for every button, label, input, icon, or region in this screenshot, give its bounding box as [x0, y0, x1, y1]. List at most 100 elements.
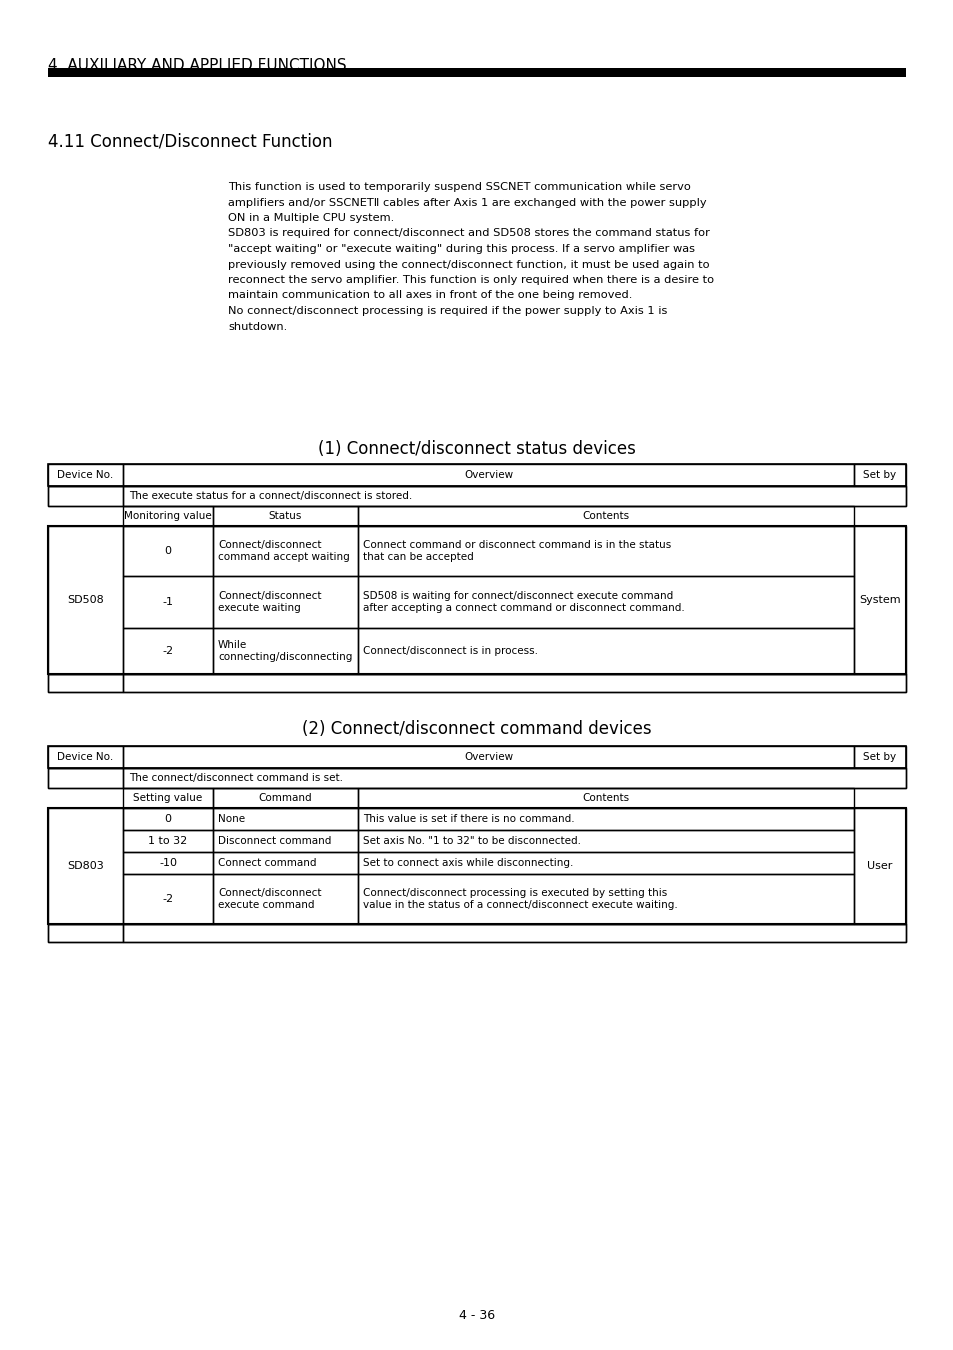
Bar	[213, 576, 357, 628]
Bar	[357, 873, 853, 923]
Text: SD803 is required for connect/disconnect and SD508 stores the command status for: SD803 is required for connect/disconnect…	[228, 228, 709, 239]
Bar	[123, 923, 905, 942]
Text: Overview: Overview	[463, 752, 513, 761]
Text: -2: -2	[162, 894, 173, 904]
Bar	[213, 809, 357, 830]
Text: Connect/disconnect processing is executed by setting this
value in the status of: Connect/disconnect processing is execute…	[363, 888, 677, 910]
Bar	[123, 830, 213, 852]
Bar	[123, 852, 213, 873]
Bar	[853, 747, 905, 768]
Text: Connect/disconnect
execute command: Connect/disconnect execute command	[218, 888, 321, 910]
Bar	[48, 768, 123, 788]
Text: Connect command: Connect command	[218, 859, 316, 868]
Bar	[48, 464, 905, 486]
Text: Connect/disconnect
command accept waiting: Connect/disconnect command accept waitin…	[218, 540, 350, 562]
Bar	[123, 674, 905, 693]
Text: (1) Connect/disconnect status devices: (1) Connect/disconnect status devices	[317, 440, 636, 458]
Bar	[123, 526, 213, 576]
Text: The execute status for a connect/disconnect is stored.: The execute status for a connect/disconn…	[129, 491, 412, 501]
Bar	[357, 788, 853, 809]
Bar	[123, 628, 213, 674]
Text: -2: -2	[162, 647, 173, 656]
Bar	[48, 486, 123, 506]
Bar	[357, 526, 853, 576]
Bar	[213, 852, 357, 873]
Bar	[48, 464, 123, 486]
Bar	[48, 747, 905, 768]
Text: amplifiers and/or SSCNETⅡ cables after Axis 1 are exchanged with the power suppl: amplifiers and/or SSCNETⅡ cables after A…	[228, 197, 706, 208]
Bar	[357, 830, 853, 852]
Text: Set axis No. "1 to 32" to be disconnected.: Set axis No. "1 to 32" to be disconnecte…	[363, 836, 580, 846]
Text: 4.11 Connect/Disconnect Function: 4.11 Connect/Disconnect Function	[48, 132, 333, 150]
Text: SD803: SD803	[67, 861, 104, 871]
Text: previously removed using the connect/disconnect function, it must be used again : previously removed using the connect/dis…	[228, 259, 709, 270]
Text: Connect/disconnect
execute waiting: Connect/disconnect execute waiting	[218, 591, 321, 613]
Bar	[123, 809, 213, 830]
Text: -10: -10	[159, 859, 177, 868]
Text: (2) Connect/disconnect command devices: (2) Connect/disconnect command devices	[302, 720, 651, 738]
Text: 4 - 36: 4 - 36	[458, 1310, 495, 1322]
Bar	[48, 923, 123, 942]
Bar	[123, 576, 213, 628]
Text: Monitoring value: Monitoring value	[124, 512, 212, 521]
Bar	[48, 486, 905, 506]
Bar	[213, 506, 357, 526]
Bar	[853, 464, 905, 486]
Text: Status: Status	[269, 512, 302, 521]
Bar	[48, 923, 905, 942]
Bar	[123, 464, 853, 486]
Text: 1 to 32: 1 to 32	[149, 836, 188, 846]
Bar	[853, 526, 905, 674]
Text: Overview: Overview	[463, 470, 513, 481]
Bar	[48, 747, 123, 768]
Bar	[48, 526, 905, 674]
Text: Set to connect axis while disconnecting.: Set to connect axis while disconnecting.	[363, 859, 573, 868]
Bar	[853, 809, 905, 923]
Text: Connect/disconnect is in process.: Connect/disconnect is in process.	[363, 647, 537, 656]
Text: Set by: Set by	[862, 752, 896, 761]
Bar	[48, 768, 905, 788]
Bar	[357, 852, 853, 873]
Text: 4  AUXILIARY AND APPLIED FUNCTIONS: 4 AUXILIARY AND APPLIED FUNCTIONS	[48, 58, 346, 73]
Bar	[48, 674, 905, 693]
Bar	[213, 628, 357, 674]
Text: maintain communication to all axes in front of the one being removed.: maintain communication to all axes in fr…	[228, 290, 632, 301]
Bar	[123, 873, 213, 923]
Text: Contents: Contents	[582, 792, 629, 803]
Text: Connect command or disconnect command is in the status
that can be accepted: Connect command or disconnect command is…	[363, 540, 671, 562]
Text: -1: -1	[162, 597, 173, 608]
Text: Setting value: Setting value	[133, 792, 202, 803]
Bar	[48, 809, 123, 923]
Text: Device No.: Device No.	[57, 752, 113, 761]
Text: reconnect the servo amplifier. This function is only required when there is a de: reconnect the servo amplifier. This func…	[228, 275, 714, 285]
Text: No connect/disconnect processing is required if the power supply to Axis 1 is: No connect/disconnect processing is requ…	[228, 306, 667, 316]
Text: Device No.: Device No.	[57, 470, 113, 481]
Bar	[213, 788, 357, 809]
Bar	[48, 68, 905, 77]
Bar	[213, 526, 357, 576]
Text: SD508 is waiting for connect/disconnect execute command
after accepting a connec: SD508 is waiting for connect/disconnect …	[363, 591, 684, 613]
Bar	[123, 506, 213, 526]
Bar	[123, 486, 905, 506]
Text: 0: 0	[164, 545, 172, 556]
Bar	[357, 506, 853, 526]
Bar	[123, 788, 213, 809]
Text: Disconnect command: Disconnect command	[218, 836, 331, 846]
Bar	[48, 809, 905, 923]
Bar	[357, 628, 853, 674]
Text: This function is used to temporarily suspend SSCNET communication while servo: This function is used to temporarily sus…	[228, 182, 690, 192]
Text: While
connecting/disconnecting: While connecting/disconnecting	[218, 640, 352, 662]
Bar	[357, 576, 853, 628]
Text: None: None	[218, 814, 245, 824]
Bar	[123, 747, 853, 768]
Text: Set by: Set by	[862, 470, 896, 481]
Text: SD508: SD508	[67, 595, 104, 605]
Bar	[213, 830, 357, 852]
Text: System: System	[859, 595, 900, 605]
Bar	[48, 526, 123, 674]
Bar	[48, 674, 123, 693]
Text: shutdown.: shutdown.	[228, 321, 287, 332]
Text: 0: 0	[164, 814, 172, 824]
Text: Contents: Contents	[582, 512, 629, 521]
Text: ON in a Multiple CPU system.: ON in a Multiple CPU system.	[228, 213, 394, 223]
